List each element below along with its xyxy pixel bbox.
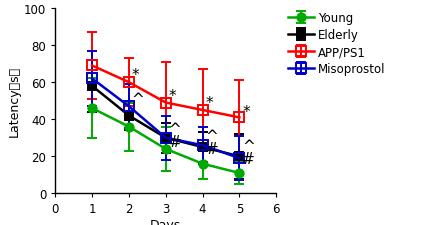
Text: *: * <box>132 68 139 83</box>
Text: *: * <box>206 96 213 110</box>
Text: #: # <box>206 142 218 157</box>
Legend: Young, Elderly, APP/PS1, Misoprostol: Young, Elderly, APP/PS1, Misoprostol <box>283 7 391 81</box>
Text: *: * <box>242 105 250 120</box>
Text: ^: ^ <box>132 92 144 107</box>
Text: ^: ^ <box>206 129 218 144</box>
X-axis label: Days: Days <box>150 218 181 225</box>
Text: ^: ^ <box>169 122 181 136</box>
Text: ^: ^ <box>242 138 255 153</box>
Text: #: # <box>242 151 255 166</box>
Text: *: * <box>169 88 176 103</box>
Y-axis label: Latency（s）: Latency（s） <box>8 66 21 137</box>
Text: #: # <box>169 134 181 149</box>
